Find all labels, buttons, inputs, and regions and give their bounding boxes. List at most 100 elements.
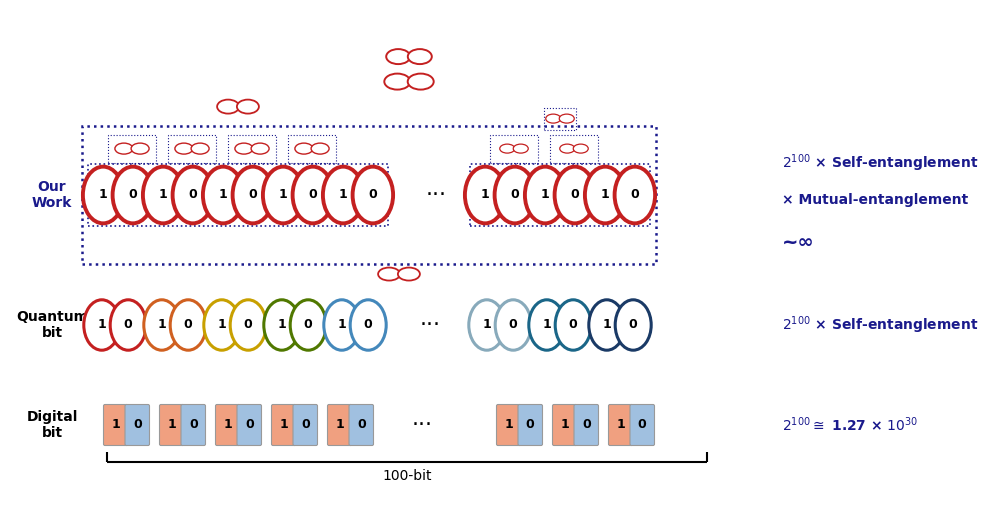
Text: Our
Work: Our Work bbox=[32, 180, 72, 210]
Ellipse shape bbox=[115, 143, 133, 154]
Ellipse shape bbox=[235, 143, 253, 154]
Text: 0: 0 bbox=[629, 319, 638, 331]
Text: 0: 0 bbox=[569, 319, 578, 331]
Ellipse shape bbox=[230, 300, 266, 350]
Ellipse shape bbox=[293, 166, 333, 223]
Text: 0: 0 bbox=[368, 188, 377, 202]
Ellipse shape bbox=[323, 166, 363, 223]
Text: Digital
bit: Digital bit bbox=[26, 410, 78, 440]
Ellipse shape bbox=[386, 49, 410, 64]
Text: 1: 1 bbox=[601, 188, 610, 202]
Text: 1: 1 bbox=[279, 188, 288, 202]
Ellipse shape bbox=[170, 300, 206, 350]
Text: 1: 1 bbox=[616, 418, 625, 432]
Ellipse shape bbox=[144, 300, 180, 350]
Ellipse shape bbox=[237, 100, 259, 113]
FancyBboxPatch shape bbox=[237, 404, 262, 446]
Ellipse shape bbox=[84, 300, 120, 350]
Ellipse shape bbox=[495, 300, 531, 350]
Text: 0: 0 bbox=[128, 188, 137, 202]
Ellipse shape bbox=[175, 143, 193, 154]
Ellipse shape bbox=[555, 300, 591, 350]
Text: 1: 1 bbox=[111, 418, 120, 432]
Text: 0: 0 bbox=[509, 319, 518, 331]
Text: 0: 0 bbox=[133, 418, 142, 432]
Ellipse shape bbox=[173, 166, 213, 223]
Ellipse shape bbox=[203, 166, 243, 223]
FancyBboxPatch shape bbox=[574, 404, 599, 446]
FancyBboxPatch shape bbox=[216, 404, 240, 446]
Text: $2^{100}$ × Self-entanglement: $2^{100}$ × Self-entanglement bbox=[782, 152, 978, 174]
Text: 0: 0 bbox=[304, 319, 313, 331]
FancyBboxPatch shape bbox=[609, 404, 633, 446]
Ellipse shape bbox=[525, 166, 565, 223]
Text: 100-bit: 100-bit bbox=[382, 469, 432, 483]
FancyBboxPatch shape bbox=[349, 404, 374, 446]
Text: 0: 0 bbox=[184, 319, 193, 331]
Text: 0: 0 bbox=[248, 188, 257, 202]
Ellipse shape bbox=[513, 144, 528, 153]
Ellipse shape bbox=[384, 74, 410, 90]
Text: ···: ··· bbox=[420, 315, 441, 335]
Text: ~∞: ~∞ bbox=[782, 234, 815, 253]
Ellipse shape bbox=[311, 143, 329, 154]
Ellipse shape bbox=[529, 300, 565, 350]
Text: 1: 1 bbox=[339, 188, 348, 202]
Text: 1: 1 bbox=[279, 418, 288, 432]
Ellipse shape bbox=[378, 268, 400, 280]
FancyBboxPatch shape bbox=[553, 404, 577, 446]
Ellipse shape bbox=[295, 143, 313, 154]
Ellipse shape bbox=[398, 268, 420, 280]
Ellipse shape bbox=[573, 144, 588, 153]
Ellipse shape bbox=[408, 49, 432, 64]
Text: ···: ··· bbox=[412, 415, 432, 435]
Text: 0: 0 bbox=[526, 418, 535, 432]
Ellipse shape bbox=[191, 143, 209, 154]
Text: 1: 1 bbox=[97, 319, 106, 331]
Text: 0: 0 bbox=[308, 188, 317, 202]
Text: 1: 1 bbox=[217, 319, 226, 331]
FancyBboxPatch shape bbox=[272, 404, 296, 446]
Text: 1: 1 bbox=[159, 188, 168, 202]
Text: ···: ··· bbox=[426, 185, 447, 205]
Text: 1: 1 bbox=[223, 418, 232, 432]
Ellipse shape bbox=[469, 300, 505, 350]
Text: 0: 0 bbox=[124, 319, 133, 331]
Text: × Mutual-entanglement: × Mutual-entanglement bbox=[782, 193, 968, 207]
Ellipse shape bbox=[264, 300, 300, 350]
Text: 0: 0 bbox=[630, 188, 639, 202]
Ellipse shape bbox=[589, 300, 625, 350]
Text: 0: 0 bbox=[188, 188, 197, 202]
Text: 1: 1 bbox=[602, 319, 611, 331]
Text: 0: 0 bbox=[364, 319, 373, 331]
Ellipse shape bbox=[143, 166, 183, 223]
Ellipse shape bbox=[251, 143, 269, 154]
Ellipse shape bbox=[324, 300, 360, 350]
Ellipse shape bbox=[350, 300, 386, 350]
Ellipse shape bbox=[546, 114, 561, 123]
Ellipse shape bbox=[204, 300, 240, 350]
Ellipse shape bbox=[113, 166, 153, 223]
Ellipse shape bbox=[555, 166, 595, 223]
Text: 1: 1 bbox=[482, 319, 491, 331]
Text: 1: 1 bbox=[157, 319, 166, 331]
Text: 1: 1 bbox=[481, 188, 490, 202]
Ellipse shape bbox=[217, 100, 239, 113]
Ellipse shape bbox=[465, 166, 505, 223]
Text: 0: 0 bbox=[510, 188, 519, 202]
Text: 0: 0 bbox=[582, 418, 591, 432]
Text: Quantum
bit: Quantum bit bbox=[16, 310, 88, 340]
Ellipse shape bbox=[233, 166, 273, 223]
Text: 1: 1 bbox=[167, 418, 176, 432]
Text: 1: 1 bbox=[541, 188, 550, 202]
Ellipse shape bbox=[500, 144, 515, 153]
FancyBboxPatch shape bbox=[497, 404, 521, 446]
Ellipse shape bbox=[615, 166, 655, 223]
Ellipse shape bbox=[408, 74, 434, 90]
Text: 0: 0 bbox=[189, 418, 198, 432]
FancyBboxPatch shape bbox=[518, 404, 543, 446]
Text: 1: 1 bbox=[542, 319, 551, 331]
Ellipse shape bbox=[353, 166, 393, 223]
Ellipse shape bbox=[585, 166, 625, 223]
Text: 0: 0 bbox=[570, 188, 579, 202]
